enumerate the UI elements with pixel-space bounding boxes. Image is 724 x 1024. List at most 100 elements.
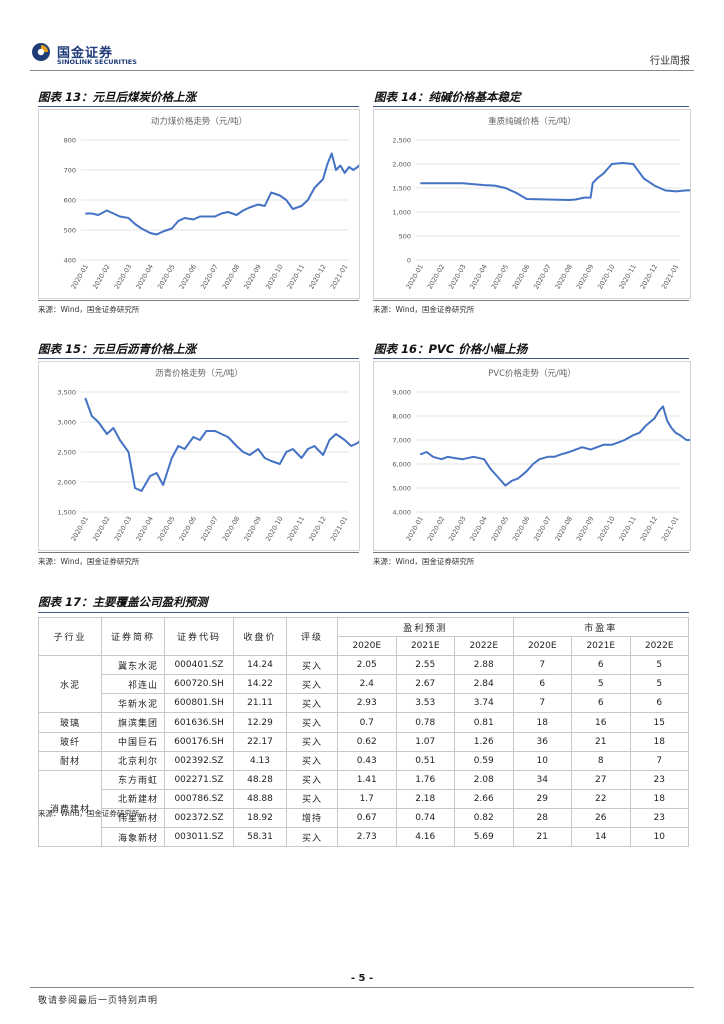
eps-cell: 1.41 [337, 769, 397, 790]
eps-cell: 0.43 [337, 750, 397, 771]
eps-cell: 0.62 [337, 731, 397, 752]
profit-forecast-table: 子行业 证券简称 证券代码 收盘价 评级 盈利预测 市盈率 2020E 2021… [38, 616, 689, 848]
pe-cell: 10 [629, 827, 689, 848]
x-tick-label: 2020-05 [490, 263, 511, 291]
table-header-row: 子行业 证券简称 证券代码 收盘价 评级 盈利预测 市盈率 [38, 616, 689, 657]
close-cell: 48.88 [233, 788, 287, 809]
x-tick-label: 2020-05 [156, 263, 177, 291]
close-cell: 18.92 [233, 807, 287, 829]
x-tick-label: 2020-12 [639, 515, 660, 543]
pe-cell: 5 [629, 674, 689, 695]
eps-cell: 0.78 [395, 712, 455, 733]
x-tick-label: 2020-09 [575, 263, 596, 291]
x-tick-label: 2020-10 [264, 263, 285, 291]
table-body: 水泥 冀东水泥 000401.SZ 14.24 买入 2.05 2.55 2.88 7 6 5 祁连山… [38, 655, 689, 848]
x-tick-label: 2020-10 [596, 263, 617, 291]
y-tick-label: 0 [407, 257, 411, 265]
pe-cell: 7 [629, 750, 689, 771]
y-tick-label: 5,000 [392, 485, 411, 493]
table-17-title: 图表 17：主要覆盖公司盈利预测 [38, 595, 208, 609]
y-tick-label: 2,000 [57, 479, 76, 487]
table-row: 玻璃 旗滨集团 601636.SH 12.29 买入 0.7 0.78 0.81 18 16 15 [38, 712, 689, 733]
sub-industry-cell: 玻璃 [38, 712, 102, 733]
close-cell: 14.22 [233, 674, 287, 695]
x-tick-label: 2020-03 [113, 263, 134, 291]
code-cell: 601636.SH [164, 712, 234, 733]
pe-cell: 10 [512, 750, 572, 771]
x-tick-label: 2020-06 [511, 263, 532, 291]
x-tick-label: 2020-09 [575, 515, 596, 543]
header-divider [30, 70, 694, 71]
pe-cell: 6 [629, 693, 689, 714]
x-tick-label: 2020-08 [221, 263, 242, 291]
pe-cell: 18 [629, 731, 689, 752]
eps-cell: 2.18 [395, 788, 455, 809]
pe-cell: 28 [512, 807, 572, 829]
pe-cell: 5 [571, 674, 631, 695]
logo-text: 国金证券 [57, 46, 114, 61]
x-tick-label: 2020-03 [113, 515, 134, 543]
x-tick-label: 2020-06 [178, 515, 199, 543]
close-cell: 48.28 [233, 769, 287, 790]
x-tick-label: 2020-11 [617, 515, 638, 543]
rating-cell: 买入 [286, 693, 338, 714]
col-code: 证券代码 [164, 616, 234, 657]
y-tick-label: 1,500 [57, 509, 76, 517]
figure-14-title: 图表 14：纯碱价格基本稳定 [374, 90, 521, 104]
year-2020e: 2020E [512, 636, 572, 657]
y-tick-label: 4,000 [392, 509, 411, 517]
pe-cell: 16 [571, 712, 631, 733]
y-tick-label: 1,500 [392, 185, 411, 193]
year-2021e: 2021E [571, 636, 631, 657]
close-cell: 22.17 [233, 731, 287, 752]
code-cell: 002271.SZ [164, 769, 234, 790]
figure-13-rule [38, 106, 359, 107]
close-cell: 14.24 [233, 655, 287, 676]
pe-cell: 5 [629, 655, 689, 676]
pe-cell: 7 [512, 655, 572, 676]
rating-cell: 买入 [286, 827, 338, 848]
y-tick-label: 6,000 [392, 461, 411, 469]
figure-15-chart: 沥青价格走势（元/吨） 1,500 2,000 2,500 3,000 3,500 2020… [38, 361, 360, 551]
figure-13-title: 图表 13：元旦后煤炭价格上涨 [38, 90, 197, 104]
y-tick-label: 500 [64, 227, 76, 235]
chart-title: PVC价格走势（元/吨） [488, 368, 576, 379]
figure-16-title: 图表 16：PVC 价格小幅上扬 [374, 342, 528, 356]
eps-cell: 1.7 [337, 788, 397, 809]
x-tick-label: 2020-03 [447, 515, 468, 543]
pe-cell: 22 [571, 788, 631, 809]
eps-cell: 0.51 [395, 750, 455, 771]
table-17-source: 来源：Wind，国金证券研究所 [38, 809, 140, 818]
pe-cell: 6 [571, 655, 631, 676]
eps-cell: 5.69 [454, 827, 514, 848]
disclaimer-note: 敬请参阅最后一页特别声明 [38, 996, 159, 1006]
y-tick-label: 2,500 [392, 137, 411, 145]
figure-13-chart: 动力煤价格走势（元/吨） 400 500 600 700 800 2020-01 2020-0… [38, 109, 360, 299]
code-cell: 000786.SZ [164, 788, 234, 809]
figure-15-rule [38, 358, 359, 359]
short-name-cell: 中国巨石 [101, 731, 165, 752]
x-tick-label: 2020-12 [307, 263, 328, 291]
figure-16-source: 来源：Wind，国金证券研究所 [373, 557, 475, 566]
page-number: - 5 - [350, 973, 374, 984]
code-cell: 003011.SZ [164, 827, 234, 848]
x-tick-label: 2020-11 [286, 263, 307, 291]
col-close: 收盘价 [233, 616, 287, 657]
y-tick-label: 400 [64, 257, 76, 265]
close-cell: 21.11 [233, 693, 287, 714]
short-name-cell: 冀东水泥 [101, 655, 165, 676]
table-row: 玻纤 中国巨石 600176.SH 22.17 买入 0.62 1.07 1.26 36 21 18 [38, 731, 689, 752]
rating-cell: 买入 [286, 674, 338, 695]
table-row: 北新建材 000786.SZ 48.88 买入 1.7 2.18 2.66 29 22 18 [39, 788, 689, 809]
year-2022e: 2022E [454, 636, 514, 657]
x-tick-label: 2020-07 [199, 263, 220, 291]
pe-cell: 6 [571, 693, 631, 714]
x-tick-label: 2020-04 [134, 515, 155, 543]
pe-cell: 23 [629, 769, 689, 790]
x-tick-label: 2021-01 [660, 515, 681, 543]
eps-cell: 1.07 [395, 731, 455, 752]
x-tick-label: 2021-01 [660, 263, 681, 291]
y-tick-label: 1,000 [392, 209, 411, 217]
x-tick-label: 2020-07 [199, 515, 220, 543]
pe-cell: 8 [571, 750, 631, 771]
